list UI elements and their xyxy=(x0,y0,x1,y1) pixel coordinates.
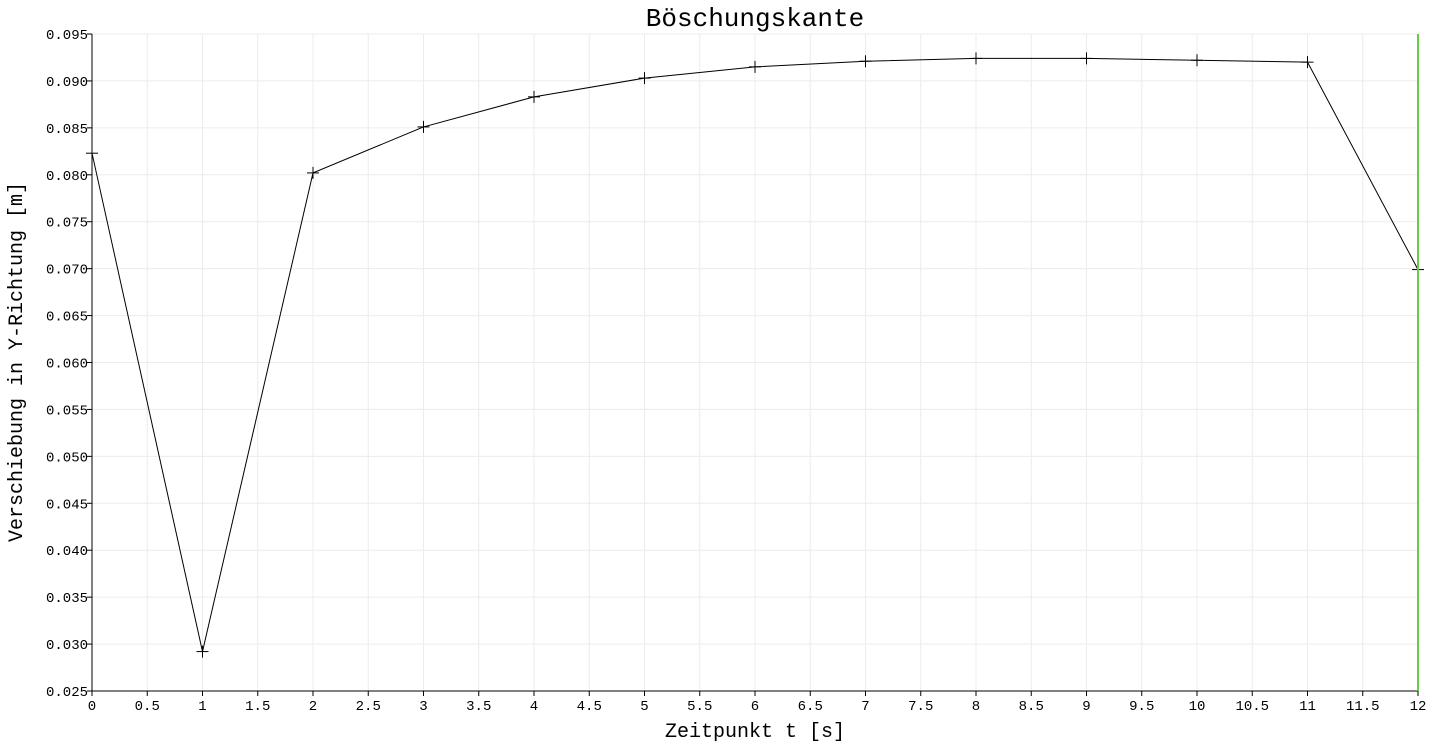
data-point xyxy=(859,55,872,68)
x-tick-label: 2.5 xyxy=(356,699,381,715)
y-tick-label: 0.045 xyxy=(46,497,88,513)
y-tick-label: 0.075 xyxy=(46,216,88,232)
x-tick-label: 9.5 xyxy=(1129,699,1154,715)
y-tick-label: 0.070 xyxy=(46,263,88,279)
x-axis-ticks: 0 0.5 1 1.5 2 2.5 3 3.5 4 4.5 5 5.5 6 6.5 7 7.5 8 8.5 9 9.5… xyxy=(88,691,1427,715)
x-tick-label: 6 xyxy=(751,699,759,715)
x-tick-label: 5.5 xyxy=(687,699,712,715)
y-tick-label: 0.060 xyxy=(46,357,88,373)
y-tick-label: 0.080 xyxy=(46,169,88,185)
series xyxy=(86,52,1424,658)
x-tick-label: 1.5 xyxy=(245,699,270,715)
data-point xyxy=(196,645,209,658)
y-tick-label: 0.090 xyxy=(46,75,88,91)
y-tick-label: 0.055 xyxy=(46,403,88,419)
data-point xyxy=(1191,54,1203,67)
data-point xyxy=(86,147,98,160)
x-tick-label: 0 xyxy=(88,699,96,715)
x-tick-label: 2 xyxy=(309,699,317,715)
data-point xyxy=(970,52,982,65)
chart-title: Böschungskante xyxy=(646,4,864,34)
x-tick-label: 6.5 xyxy=(798,699,823,715)
x-tick-label: 4.5 xyxy=(577,699,602,715)
data-point xyxy=(307,166,319,179)
x-tick-label: 7.5 xyxy=(908,699,933,715)
x-tick-label: 9 xyxy=(1082,699,1090,715)
data-point xyxy=(1301,56,1314,69)
y-tick-label: 0.095 xyxy=(46,28,88,44)
x-tick-label: 10.5 xyxy=(1235,699,1269,715)
data-point xyxy=(528,90,540,103)
y-tick-label: 0.025 xyxy=(46,685,88,701)
y-tick-label: 0.085 xyxy=(46,122,88,138)
data-point xyxy=(638,72,651,85)
x-tick-label: 11 xyxy=(1299,699,1316,715)
y-axis-label: Verschiebung in Y-Richtung [m] xyxy=(6,182,29,542)
x-tick-label: 7 xyxy=(861,699,869,715)
data-point xyxy=(417,120,430,133)
x-tick-label: 11.5 xyxy=(1346,699,1380,715)
data-point xyxy=(749,60,761,73)
y-tick-label: 0.030 xyxy=(46,638,88,654)
x-tick-label: 10 xyxy=(1189,699,1206,715)
x-tick-label: 4 xyxy=(530,699,538,715)
y-tick-label: 0.040 xyxy=(46,544,88,560)
x-tick-label: 3 xyxy=(419,699,427,715)
x-axis-label: Zeitpunkt t [s] xyxy=(665,721,845,744)
y-axis-ticks: 0.025 0.030 0.035 0.040 0.045 0.050 0.055 0.060… xyxy=(46,28,92,701)
x-tick-label: 8 xyxy=(972,699,980,715)
y-tick-label: 0.065 xyxy=(46,310,88,326)
grid xyxy=(91,33,1419,692)
y-tick-label: 0.050 xyxy=(46,450,88,466)
x-tick-label: 8.5 xyxy=(1019,699,1044,715)
y-tick-label: 0.035 xyxy=(46,591,88,607)
x-tick-label: 0.5 xyxy=(135,699,160,715)
x-tick-label: 1 xyxy=(198,699,206,715)
x-tick-label: 3.5 xyxy=(466,699,491,715)
x-tick-label: 12 xyxy=(1410,699,1427,715)
x-tick-label: 5 xyxy=(640,699,648,715)
data-point xyxy=(1080,52,1093,65)
